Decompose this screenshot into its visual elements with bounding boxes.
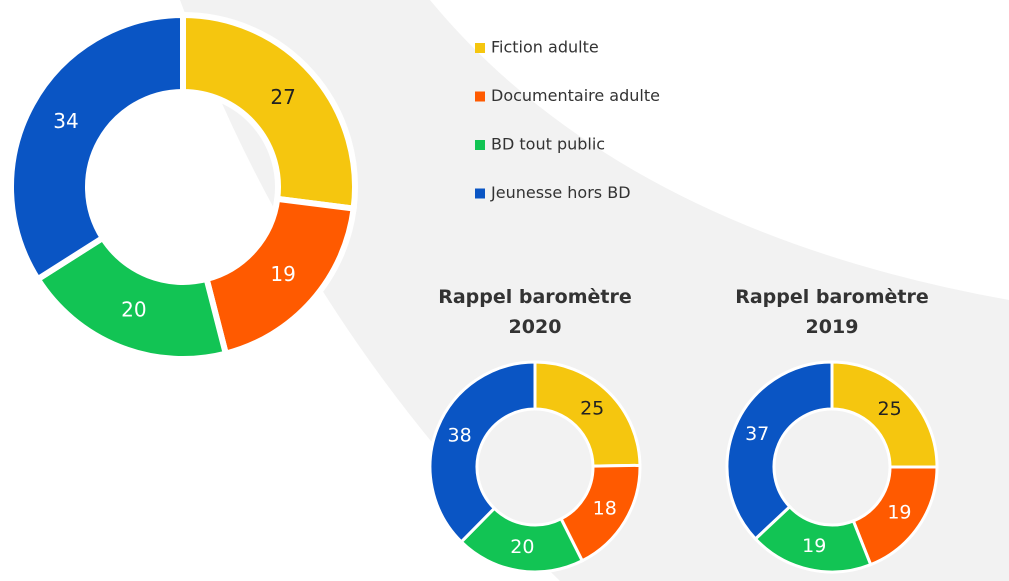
- donut-slice: [428, 360, 537, 544]
- data-label: 20: [510, 536, 534, 558]
- data-label: 19: [802, 535, 826, 557]
- data-label: 34: [53, 109, 78, 133]
- data-label: 18: [593, 498, 617, 520]
- chart-title: Rappel baromètre 2019: [735, 286, 929, 338]
- data-label: 25: [580, 397, 604, 419]
- data-label: 19: [270, 262, 295, 286]
- background-band: [180, 0, 1009, 581]
- donut-slice: [33, 233, 230, 362]
- legend-label: Jeunesse hors BD: [490, 183, 631, 202]
- legend-swatch: [475, 188, 485, 199]
- chart-title: Rappel baromètre 2020: [438, 286, 632, 338]
- donut-slice: [830, 360, 939, 469]
- donut-slice: [180, 11, 358, 212]
- legend-swatch: [475, 43, 485, 53]
- data-label: 37: [745, 423, 769, 445]
- data-label: 25: [878, 398, 902, 420]
- data-label: 19: [887, 501, 911, 523]
- legend-swatch: [475, 91, 485, 102]
- data-label: 38: [447, 425, 471, 447]
- legend-label: Documentaire adulte: [491, 86, 660, 105]
- donut-slice: [202, 195, 357, 358]
- legend-label: Fiction adulte: [491, 38, 599, 57]
- donut-slice: [8, 11, 186, 284]
- data-label: 20: [121, 298, 146, 322]
- data-label: 27: [270, 85, 295, 109]
- legend-label: BD tout public: [491, 135, 605, 154]
- donut-slice: [533, 360, 642, 468]
- donut-slice: [725, 360, 834, 541]
- legend-swatch: [475, 140, 485, 150]
